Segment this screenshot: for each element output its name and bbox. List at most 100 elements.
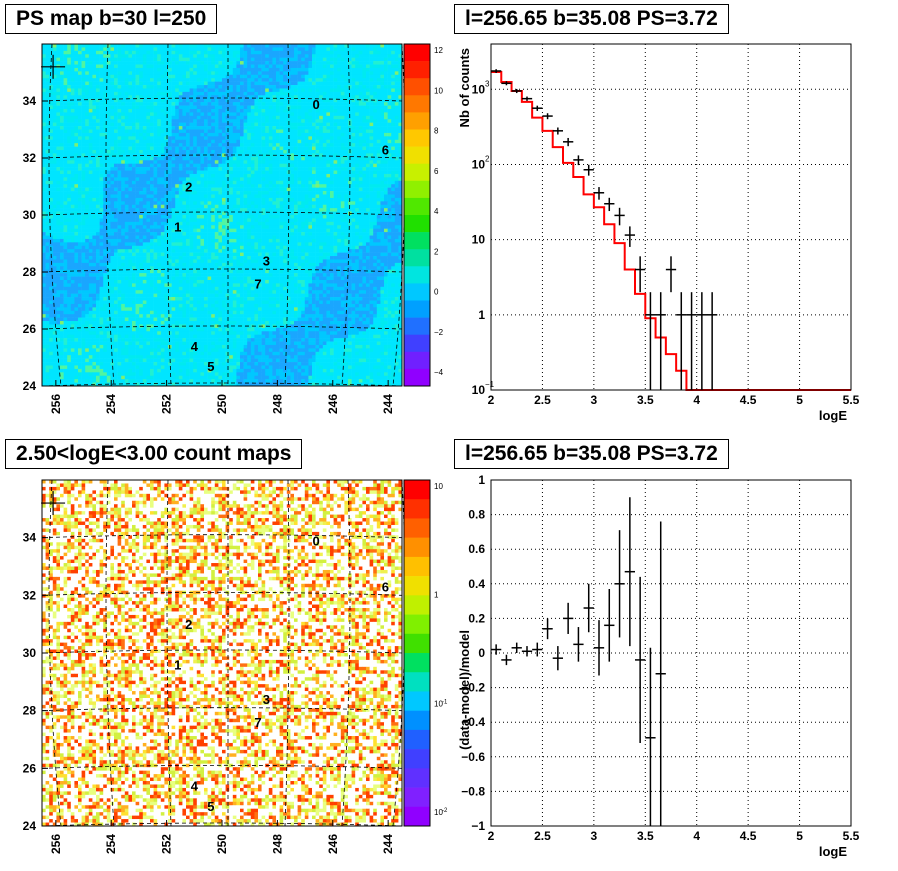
colorbar-swatch	[404, 351, 430, 370]
source-label: 0	[313, 534, 320, 549]
x-tick-label: 250	[215, 394, 229, 414]
x-tick-label: 256	[49, 834, 63, 854]
source-label: 5	[207, 799, 214, 814]
grid-meridian	[48, 479, 62, 827]
x-tick-label: 248	[270, 394, 284, 414]
x-tick-label: 248	[270, 834, 284, 854]
y-tick-label: 10	[472, 157, 486, 171]
x-axis-label: logE	[819, 844, 847, 859]
x-tick-label: 2	[488, 393, 495, 407]
colorbar-swatch	[404, 556, 430, 577]
colorbar-swatch	[404, 710, 430, 731]
x-tick-label: 244	[381, 834, 395, 854]
y-tick-label: 10	[472, 383, 486, 397]
source-label: 1	[174, 219, 181, 234]
grid-meridian	[284, 43, 290, 387]
colorbar-tick-label: 4	[434, 207, 439, 216]
x-tick-label: 5.5	[843, 829, 860, 843]
colorbar-tick-label: 10	[434, 482, 443, 491]
source-label: 7	[254, 715, 261, 730]
colorbar-swatch	[404, 614, 430, 635]
colorbar-swatch	[404, 283, 430, 301]
y-tick-label: 0.2	[468, 611, 485, 625]
y-tick-label: −0.6	[461, 750, 485, 764]
colorbar-tick-label: 1	[434, 591, 439, 600]
spectrum-data	[491, 69, 718, 390]
colorbar-swatch	[404, 537, 430, 558]
x-tick-label: 252	[160, 834, 174, 854]
residual-title: l=256.65 b=35.08 PS=3.72	[454, 439, 729, 469]
source-label: 2	[185, 617, 192, 632]
colorbar-tick-label: −4	[434, 368, 444, 377]
colorbar-swatch	[404, 653, 430, 673]
plot-frame	[490, 43, 852, 391]
y-tick-label: 28	[23, 265, 37, 279]
x-tick-label: 252	[160, 394, 174, 414]
y-tick-label: −1	[471, 819, 485, 833]
grid-meridian	[341, 479, 351, 827]
y-tick-label: −0.4	[461, 715, 485, 729]
x-tick-label: 2	[488, 829, 495, 843]
grid-meridian	[166, 43, 172, 387]
colorbar-swatch	[404, 61, 430, 79]
residual-axes: 2 2.5 3 3.5 4 4.5 5 5.5 1 0.8 0.6 0.4 0.2 0 −0.2 −0.4 −0…	[457, 473, 860, 859]
colorbar-swatch	[404, 787, 430, 808]
y-tick-exp: 3	[485, 79, 490, 88]
y-axis-label: Nb of counts	[457, 48, 472, 127]
count-map-sources: 0 1 2 3 45 6 7	[41, 491, 389, 814]
source-label: 2	[185, 180, 192, 195]
colorbar-tick-label: 0	[434, 288, 439, 297]
colorbar-swatch	[404, 266, 430, 284]
y-tick-exp: 2	[485, 154, 490, 163]
count-map-cells	[42, 480, 403, 827]
map2-title: 2.50<logE<3.00 count maps	[5, 439, 303, 469]
colorbar-swatch	[404, 112, 430, 130]
y-tick-label: 28	[23, 704, 37, 718]
colorbar-swatch	[404, 317, 430, 335]
x-tick-label: 5	[796, 829, 803, 843]
x-tick-label: 2.5	[534, 393, 551, 407]
residual-data	[491, 497, 666, 826]
x-tick-label: 246	[326, 394, 340, 414]
source-label: 6	[382, 580, 389, 595]
grid-meridian	[284, 479, 290, 827]
residual-chart: 2 2.5 3 3.5 4 4.5 5 5.5 1 0.8 0.6 0.4 0.2 0 −0.2 −0.4 −0…	[457, 473, 860, 859]
colorbar-swatch	[404, 633, 430, 654]
grid-meridian	[105, 43, 115, 387]
x-tick-label: 3	[591, 393, 598, 407]
y-tick-label: 0.6	[468, 542, 485, 556]
spectrum-title: l=256.65 b=35.08 PS=3.72	[454, 4, 729, 34]
y-axis-label: (data-model)/model	[457, 630, 472, 750]
y-tick-label: 34	[23, 94, 37, 108]
x-tick-label: 246	[326, 834, 340, 854]
colorbar-swatch	[404, 95, 430, 113]
colorbar-swatch	[404, 232, 430, 250]
x-tick-label: 4.5	[740, 829, 757, 843]
ps-map-colorbar: 12 10 8 6 4 2 0 −2 −4	[403, 43, 444, 387]
x-tick-label: 3	[591, 829, 598, 843]
y-tick-label: 0.4	[468, 577, 485, 591]
x-tick-label: 5.5	[843, 393, 860, 407]
source-label: 3	[263, 254, 270, 269]
source-label: 4	[191, 779, 199, 794]
colorbar-swatch	[404, 806, 430, 827]
x-tick-label: 250	[215, 834, 229, 854]
x-tick-label: 4	[693, 393, 700, 407]
y-tick-label: 10	[472, 233, 486, 247]
colorbar-tick-label: 2	[434, 247, 439, 256]
source-label: 7	[254, 276, 261, 291]
y-tick-label: 26	[23, 322, 37, 336]
colorbar-frame	[403, 43, 431, 387]
colorbar-tick-label: 12	[434, 46, 443, 55]
colorbar-swatch	[404, 197, 430, 216]
x-tick-label: 4	[693, 829, 700, 843]
source-label: 0	[313, 97, 320, 112]
colorbar-swatch	[404, 44, 430, 62]
y-tick-label: 32	[23, 151, 37, 165]
